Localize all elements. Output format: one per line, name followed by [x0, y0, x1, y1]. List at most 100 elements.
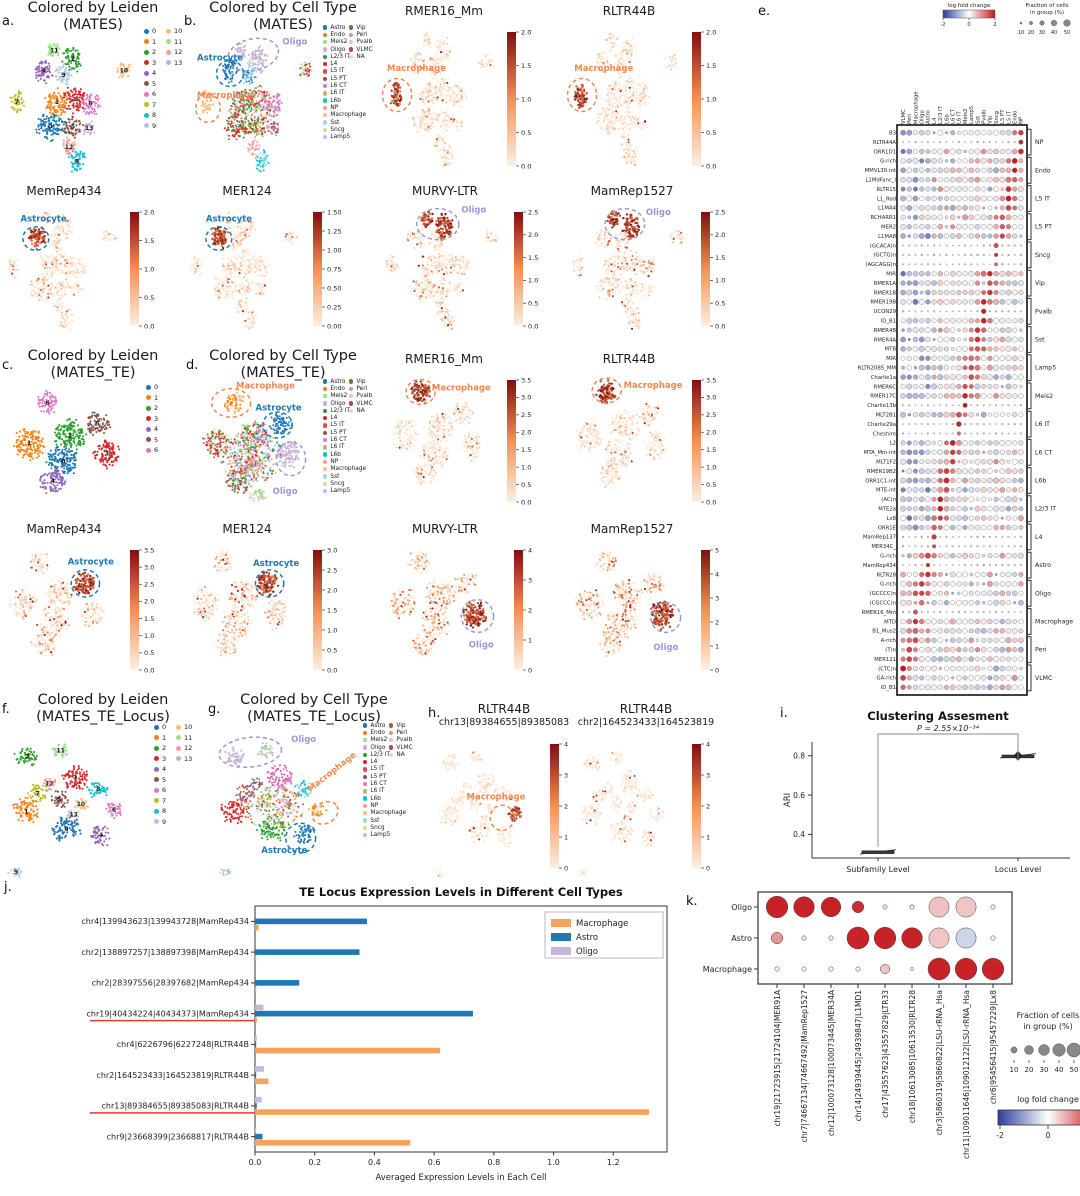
legend-item-label: L5 IT [370, 766, 385, 773]
feature-plot-0-rmer16-mm: RMER16_Mm Macrophage 2.0 1.5 1.0 0.5 0.0 [381, 0, 535, 182]
legend-item-label: 2 [154, 404, 159, 413]
legend-item: NA [349, 53, 373, 60]
panel-d-umap-points: Macrophage Astrocyte Oligo [202, 382, 307, 502]
legend-item-label: Macrophage [370, 810, 407, 817]
panel-label-j: j. [4, 880, 12, 895]
legend-item-label: Macrophage [330, 466, 367, 473]
legend-item: Peri [349, 385, 373, 392]
panel-g-umap-points: Oligo Macrophage Astrocyte [218, 735, 359, 876]
svg-text:9: 9 [62, 72, 66, 79]
feature-title: MURVY-LTR [412, 522, 478, 536]
legend-item: Sncg [323, 126, 366, 133]
annotation-ellipse [210, 387, 252, 418]
annotation-ellipse [205, 226, 233, 251]
annotation-text: Astrocyte [256, 404, 302, 414]
legend-item: Peri [349, 31, 373, 38]
svg-text:6: 6 [46, 400, 50, 407]
svg-text:0: 0 [61, 458, 65, 465]
panel-label-g: g. [208, 702, 221, 717]
annotation-ellipse [70, 569, 101, 598]
legend-item-label: 10 [174, 27, 183, 36]
legend-item-label: VLMC [356, 400, 373, 407]
legend-item-label: Pvalb [396, 737, 413, 744]
annotation-text: Macrophage [432, 384, 491, 394]
annotation-ellipse [262, 411, 293, 439]
legend-item-label: L6 IT [330, 444, 345, 451]
legend-item: 13 [176, 754, 192, 765]
legend-item-label: 12 [174, 48, 183, 57]
svg-text:3: 3 [73, 774, 77, 781]
feature-plot-4-murvy-ltr: MURVY-LTR Oligo 2.5 2.0 1.5 1.0 0.5 0.0 [378, 184, 552, 342]
annotation-text: Oligo [461, 206, 486, 216]
legend-item-label: Pvalb [356, 39, 373, 46]
legend-item: L5 IT [323, 68, 366, 75]
svg-text:13: 13 [70, 811, 78, 818]
feature-plot-3-mer124: MER124 Astrocyte 1.50 1.25 1.00 0.75 0.50 0.25 0… [183, 184, 347, 342]
legend-item-label: Oligo [330, 400, 346, 407]
legend-item: L5 PT [323, 429, 366, 436]
legend-item-label: L6 IT [330, 90, 345, 97]
feature-umap-points: Oligo [573, 550, 682, 658]
legend-item-label: 13 [184, 754, 193, 763]
legend-item-label: 5 [162, 775, 167, 784]
svg-text:1: 1 [27, 440, 31, 447]
legend-item-label: L5 IT [330, 422, 345, 429]
feature-title: RLTR44B [602, 352, 656, 366]
svg-text:2: 2 [71, 56, 75, 63]
svg-text:7: 7 [15, 99, 19, 106]
legend-item: 2 [146, 403, 158, 414]
feature-umap-points: Oligo [572, 207, 685, 330]
legend-item-label: 5 [154, 435, 159, 444]
legend-item: Sst [323, 473, 366, 480]
legend-item-label: VLMC [396, 744, 413, 751]
legend-item: Macrophage [363, 810, 406, 817]
legend-item: 4 [144, 68, 156, 79]
feature-umap-points: Macrophage [381, 31, 494, 167]
annotation-ellipse [254, 569, 285, 598]
legend-item: Astro [363, 722, 406, 729]
svg-text:0: 0 [48, 124, 52, 131]
legend-item-label: 6 [152, 90, 157, 99]
feature-umap-points: Macrophage [575, 377, 683, 490]
svg-text:1: 1 [55, 99, 59, 106]
svg-text:13: 13 [85, 125, 93, 132]
annotation-text: Macrophage [624, 381, 683, 391]
panel-label-i: i. [780, 706, 788, 721]
legend-item: Meis2 [323, 393, 366, 400]
svg-text:2: 2 [26, 754, 30, 761]
legend-item: L6 CT [323, 82, 366, 89]
legend-item-label: L6b [370, 795, 381, 802]
legend-item: L6 IT [363, 788, 406, 795]
feature-umap-points: Astrocyte [8, 209, 117, 331]
legend-item: Lamp5 [323, 487, 366, 494]
legend-item-label: L5 PT [330, 75, 347, 82]
annotation-ellipse [22, 226, 50, 251]
legend-item-label: L6 CT [330, 437, 347, 444]
annotation-text: Astrocyte [68, 557, 114, 567]
legend-item: L6b [323, 97, 366, 104]
legend-item-label: 1 [162, 733, 167, 742]
annotation-text: Astrocyte [206, 215, 252, 225]
legend-item-label: 5 [152, 79, 157, 88]
feature-umap-points: Macrophage [391, 378, 491, 487]
legend-item-label: Peri [356, 31, 368, 38]
legend-item-label: Peri [396, 729, 408, 736]
svg-text:3: 3 [105, 451, 109, 458]
legend-item: 3 [146, 414, 158, 425]
legend-item-label: Meis2 [370, 737, 388, 744]
legend-item-label: Oligo [370, 744, 386, 751]
dotplot-k-svg: OligoAstroMacrophagechr19|21723915|21724… [703, 891, 1080, 1159]
legend-item: 2 [154, 743, 166, 754]
annotation-ellipse [460, 599, 495, 634]
annotation-ellipse [284, 822, 317, 854]
legend-item-label: 3 [152, 58, 157, 67]
legend-item: NA [389, 751, 413, 758]
svg-text:6: 6 [88, 101, 92, 108]
legend-item-label: Astro [370, 722, 386, 729]
feature-plot-2-memrep434: MemRep434 Astrocyte 2.0 1.5 1.0 0.5 0.0 [0, 184, 164, 342]
legend-item-label: 12 [184, 744, 193, 753]
legend-item-label: 10 [184, 723, 193, 732]
legend-item-label: L6b [330, 451, 341, 458]
legend-item: Sncg [323, 480, 366, 487]
